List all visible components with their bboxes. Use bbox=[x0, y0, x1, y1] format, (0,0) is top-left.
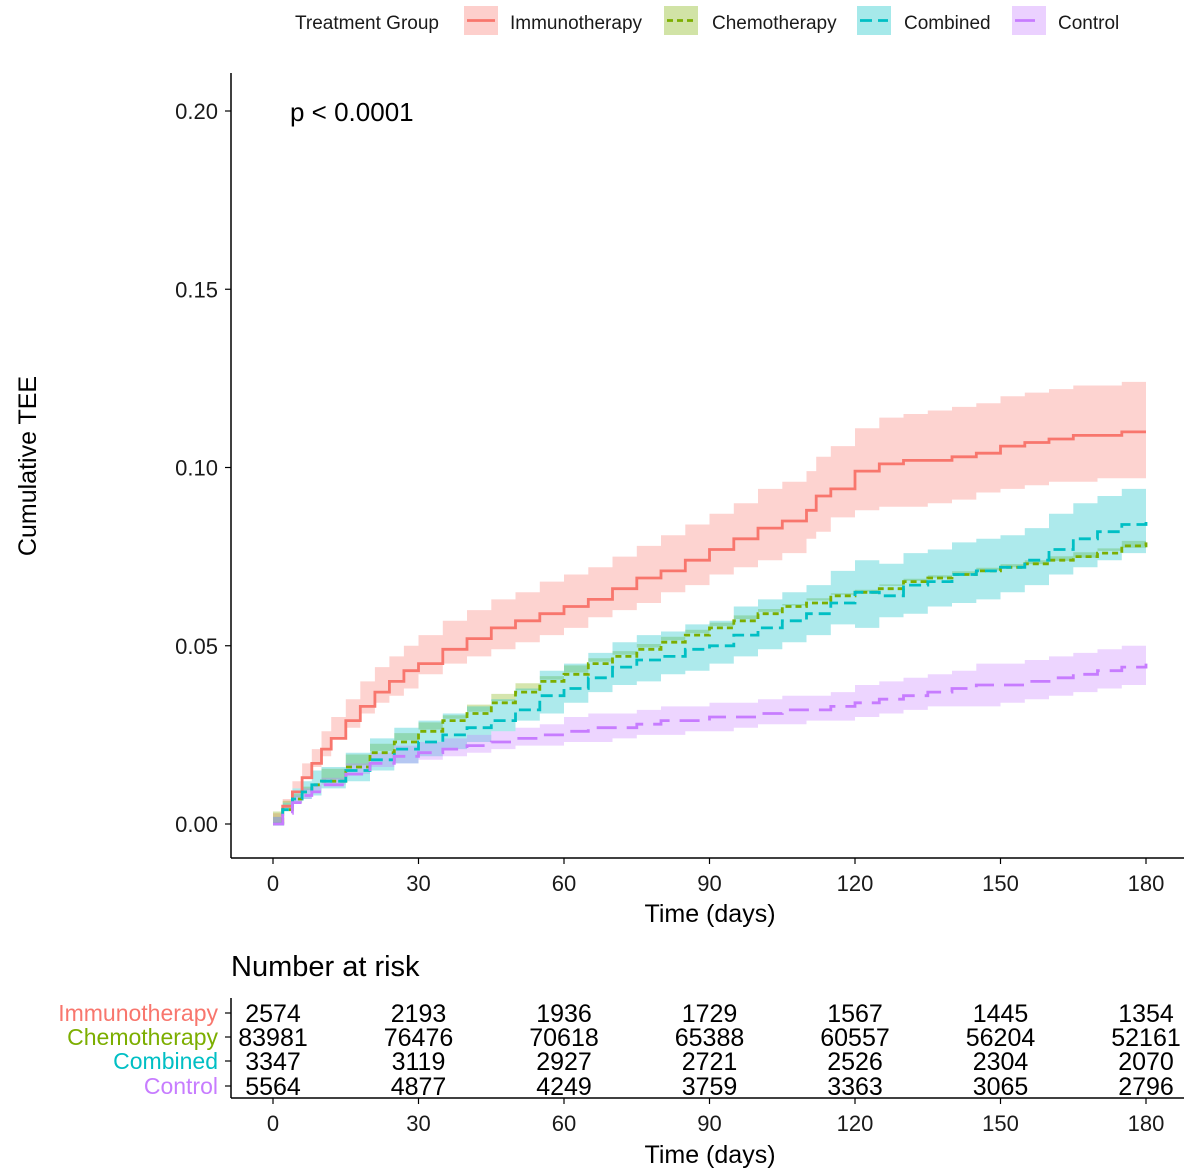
risk-count: 56204 bbox=[966, 1024, 1036, 1052]
y-tick-label: 0.00 bbox=[175, 812, 218, 837]
risk-count: 2304 bbox=[973, 1048, 1029, 1076]
x-tick-label: 0 bbox=[267, 871, 279, 896]
risk-x-tick-label: 0 bbox=[267, 1111, 279, 1136]
risk-table-title: Number at risk bbox=[231, 951, 420, 983]
risk-x-axis-title: Time (days) bbox=[644, 1141, 775, 1169]
risk-x-tick-label: 90 bbox=[697, 1111, 721, 1136]
combined-legend-label: Combined bbox=[904, 13, 991, 34]
confidence-bands bbox=[273, 381, 1146, 824]
x-tick-label: 90 bbox=[697, 871, 721, 896]
legend: Treatment Group Immunotherapy Chemotherap… bbox=[295, 6, 1119, 35]
axes: 0.00 0.05 0.10 0.15 0.20 0 30 60 90 120 150 180 bbox=[175, 73, 1184, 896]
immunotherapy-legend-label: Immunotherapy bbox=[510, 13, 643, 34]
risk-count: 1567 bbox=[827, 1000, 883, 1028]
risk-count: 60557 bbox=[820, 1024, 890, 1052]
risk-count: 76476 bbox=[384, 1024, 454, 1052]
risk-count: 1936 bbox=[536, 1000, 592, 1028]
control-curve bbox=[273, 663, 1148, 826]
control-risk-label: Control bbox=[144, 1073, 218, 1099]
combined-ci-band bbox=[273, 481, 1146, 824]
immunotherapy-curve bbox=[273, 430, 1146, 826]
risk-count: 83981 bbox=[238, 1024, 308, 1052]
risk-x-tick-label: 60 bbox=[552, 1111, 576, 1136]
risk-count: 3119 bbox=[392, 1048, 446, 1076]
risk-count: 2574 bbox=[245, 1000, 301, 1028]
risk-count: 4249 bbox=[536, 1073, 592, 1101]
y-tick-label: 0.15 bbox=[175, 277, 218, 302]
risk-count: 4877 bbox=[391, 1073, 447, 1101]
risk-count: 3347 bbox=[245, 1048, 301, 1076]
risk-x-tick-label: 30 bbox=[406, 1111, 430, 1136]
immunotherapy-ci-band bbox=[273, 381, 1146, 824]
risk-x-tick-label: 180 bbox=[1128, 1111, 1165, 1136]
y-tick-label: 0.20 bbox=[175, 99, 218, 124]
x-tick-label: 30 bbox=[406, 871, 430, 896]
risk-count: 2526 bbox=[827, 1048, 883, 1076]
risk-count: 2070 bbox=[1118, 1048, 1174, 1076]
risk-count: 52161 bbox=[1111, 1024, 1181, 1052]
x-tick-label: 150 bbox=[982, 871, 1019, 896]
risk-count: 3363 bbox=[827, 1073, 883, 1101]
risk-count: 65388 bbox=[675, 1024, 745, 1052]
control-ci-band bbox=[273, 642, 1146, 824]
risk-count: 2193 bbox=[391, 1000, 447, 1028]
chemotherapy-legend-label: Chemotherapy bbox=[712, 13, 837, 34]
x-tick-label: 180 bbox=[1128, 871, 1165, 896]
risk-count: 3759 bbox=[682, 1073, 738, 1101]
legend-title: Treatment Group bbox=[295, 13, 439, 34]
risk-count: 2721 bbox=[682, 1048, 738, 1076]
y-tick-label: 0.10 bbox=[175, 456, 218, 481]
control-legend-label: Control bbox=[1058, 13, 1119, 34]
risk-count: 1729 bbox=[682, 1000, 738, 1028]
x-tick-label: 120 bbox=[837, 871, 874, 896]
risk-count: 70618 bbox=[529, 1024, 599, 1052]
risk-x-tick-label: 120 bbox=[837, 1111, 874, 1136]
risk-count: 3065 bbox=[973, 1073, 1029, 1101]
risk-count: 5564 bbox=[245, 1073, 301, 1101]
risk-count: 1354 bbox=[1118, 1000, 1174, 1028]
curves bbox=[273, 430, 1148, 826]
risk-count: 2796 bbox=[1118, 1073, 1174, 1101]
chemotherapy-risk-label: Chemotherapy bbox=[67, 1024, 218, 1050]
y-axis-title: Cumulative TEE bbox=[14, 376, 42, 556]
risk-count: 1445 bbox=[973, 1000, 1029, 1028]
risk-count: 2927 bbox=[536, 1048, 592, 1076]
p-value: p < 0.0001 bbox=[290, 97, 414, 127]
y-tick-label: 0.05 bbox=[175, 634, 218, 659]
x-axis-title: Time (days) bbox=[644, 900, 775, 928]
immunotherapy-risk-label: Immunotherapy bbox=[58, 1000, 218, 1026]
combined-risk-label: Combined bbox=[113, 1048, 218, 1074]
risk-table: Number at risk Time (days) Immunotherapy… bbox=[58, 951, 1184, 1169]
risk-x-tick-label: 150 bbox=[982, 1111, 1019, 1136]
x-tick-label: 60 bbox=[552, 871, 576, 896]
